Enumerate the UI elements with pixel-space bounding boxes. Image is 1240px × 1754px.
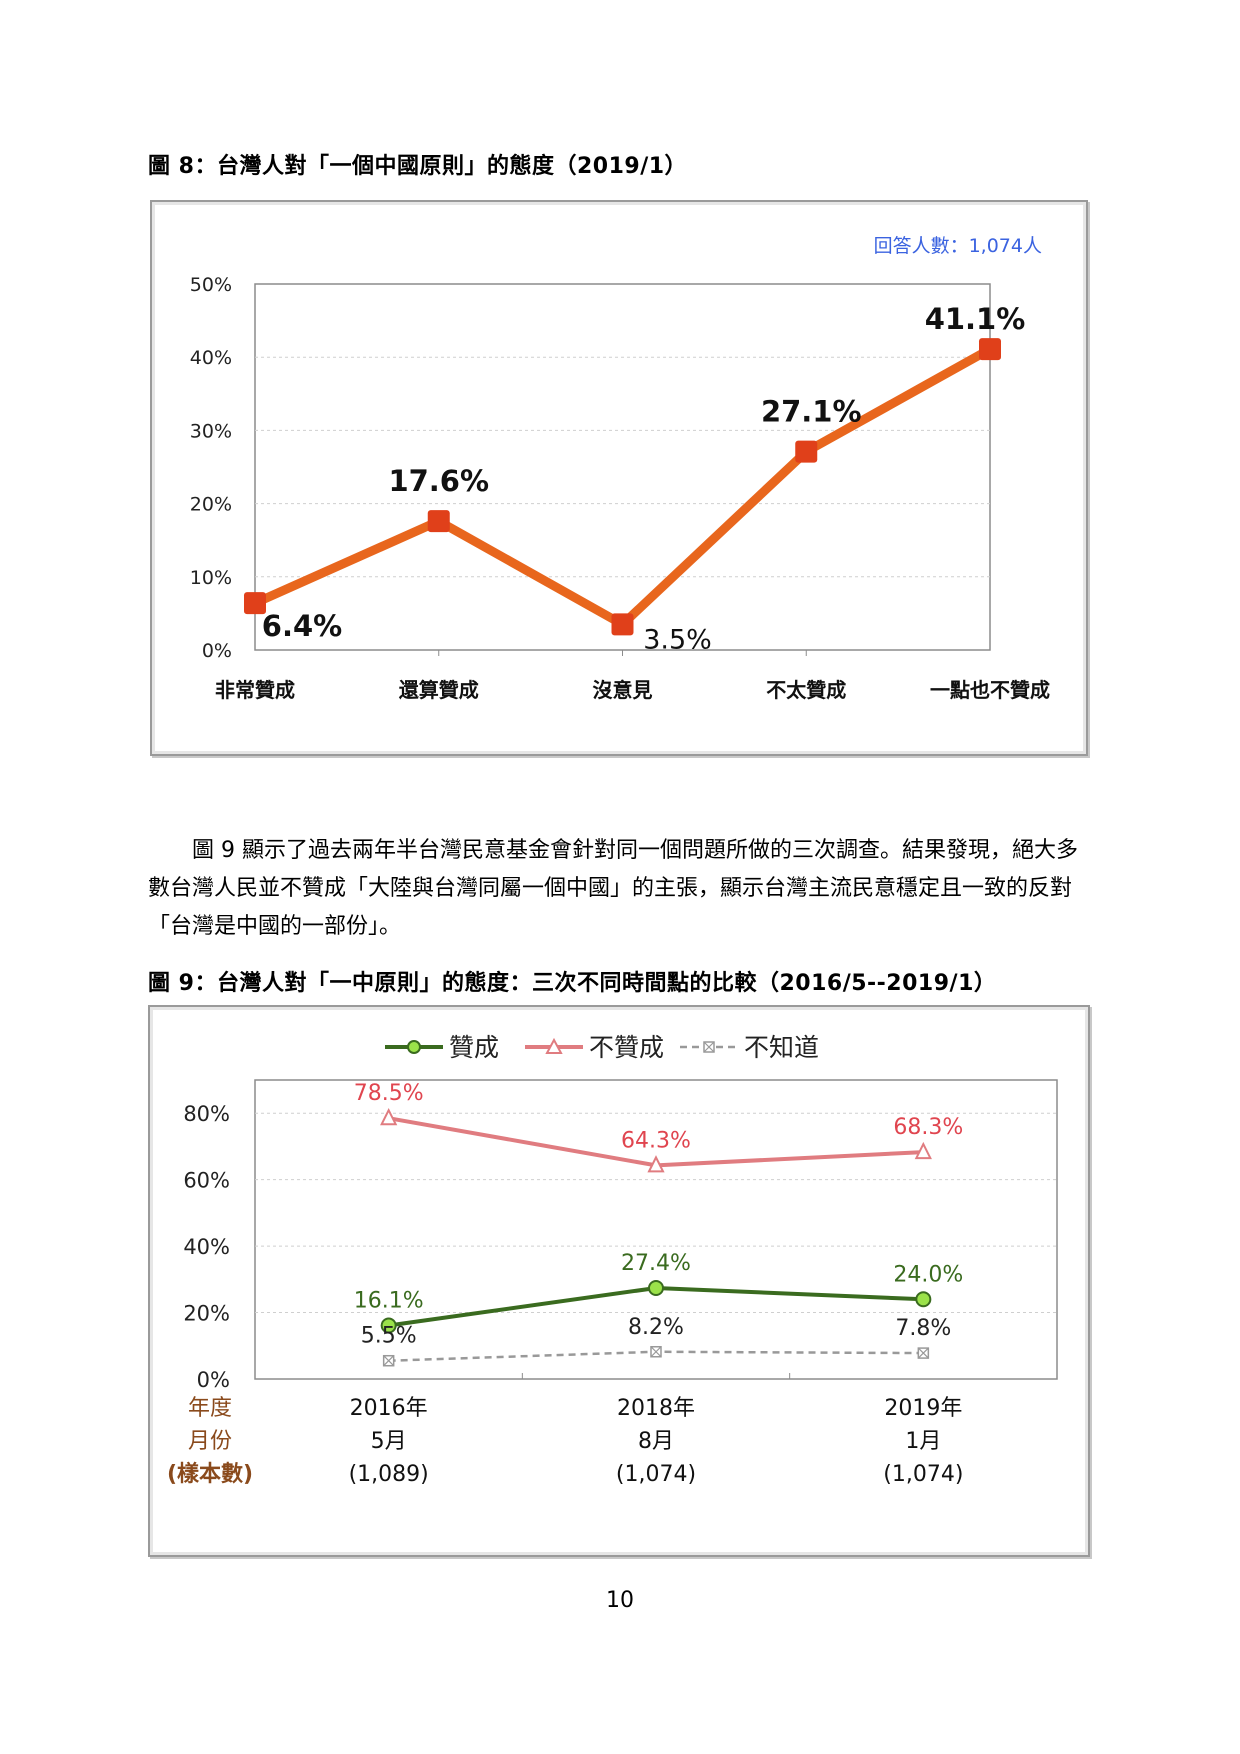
figure-9-chart: 贊成 不贊成 不知道 0% 20% 40% 60% 80% 16.1% 27.4% 24.0% 78.… (148, 1005, 1090, 1557)
body-paragraph: 圖 9 顯示了過去兩年半台灣民意基金會針對同一個問題所做的三次調查。結果發現，絕… (148, 832, 1093, 946)
data-label: 27.4% (621, 1251, 691, 1276)
legend-marker (545, 1037, 563, 1054)
legend-label: 不贊成 (589, 1033, 664, 1062)
data-point (647, 1155, 665, 1173)
x-row-label: 月份 (188, 1429, 232, 1454)
y-tick-label: 0% (197, 1368, 230, 1392)
figure-9-svg: 贊成 不贊成 不知道 0% 20% 40% 60% 80% 16.1% 27.4% 24.0% 78.… (167, 1033, 1058, 1487)
data-label: 16.1% (354, 1289, 424, 1314)
x-category-label: 不太贊成 (766, 678, 846, 702)
figure-8-caption: 圖 8：台灣人對「一個中國原則」的態度（2019/1） (148, 154, 688, 179)
data-label: 6.4% (262, 609, 342, 643)
legend-label: 不知道 (744, 1033, 819, 1062)
y-tick-label: 30% (190, 420, 232, 442)
legend-label: 贊成 (449, 1033, 499, 1062)
data-label: 5.5% (361, 1324, 417, 1349)
x-category-label: 非常贊成 (215, 678, 295, 702)
plot-area (254, 283, 991, 651)
x-category-label: (1,089) (349, 1462, 429, 1487)
data-label: 8.2% (628, 1315, 684, 1340)
x-category-label: 還算贊成 (399, 678, 479, 702)
y-tick-label: 50% (190, 274, 232, 296)
paragraph-text: 圖 9 顯示了過去兩年半台灣民意基金會針對同一個問題所做的三次調查。結果發現，絕… (148, 838, 1078, 939)
legend-marker (407, 1040, 421, 1054)
y-tick-label: 20% (183, 1302, 230, 1326)
y-tick-label: 60% (183, 1169, 230, 1193)
series-line (253, 345, 993, 629)
x-category-label: (1,074) (616, 1462, 696, 1487)
y-tick-label: 40% (190, 347, 232, 369)
data-label: 78.5% (354, 1081, 424, 1106)
data-point (648, 1279, 664, 1296)
x-category-label: 1月 (905, 1429, 941, 1454)
data-point-x (650, 1346, 662, 1358)
data-point-x (917, 1347, 929, 1359)
data-point-x (383, 1355, 395, 1367)
x-category-label: 一點也不贊成 (930, 678, 1050, 702)
figure-8-svg: 回答人數：1,074人 0% 10% 20% 30% 40% 50% 非常贊成 還算贊成 沒意見 不… (190, 235, 1050, 702)
data-point (611, 613, 634, 636)
y-tick-label: 20% (190, 494, 232, 516)
figure-9-caption: 圖 9：台灣人對「一中原則」的態度：三次不同時間點的比較（2016/5--201… (148, 971, 997, 996)
data-point (915, 1291, 932, 1308)
x-category-label: 5月 (371, 1429, 407, 1454)
y-tick-label: 0% (202, 640, 232, 662)
x-category-label: 2018年 (617, 1396, 695, 1421)
data-label: 68.3% (893, 1115, 963, 1140)
x-category-label: 2019年 (884, 1396, 962, 1421)
data-label: 27.1% (761, 395, 862, 429)
data-label: 64.3% (621, 1128, 691, 1153)
legend-marker-x (703, 1041, 715, 1053)
x-category-label: 沒意見 (593, 678, 653, 702)
data-label: 17.6% (388, 464, 489, 498)
plot-area (254, 1079, 1058, 1380)
figure-8-chart: 回答人數：1,074人 0% 10% 20% 30% 40% 50% 非常贊成 還算贊成 沒意見 不… (150, 200, 1088, 756)
data-point (979, 338, 1001, 361)
y-tick-label: 80% (183, 1102, 230, 1126)
x-category-label: (1,074) (883, 1462, 963, 1487)
y-tick-label: 10% (190, 567, 232, 589)
data-label: 41.1% (925, 302, 1026, 336)
data-point (244, 592, 266, 615)
data-label: 3.5% (643, 624, 712, 655)
response-count-note: 回答人數：1,074人 (874, 235, 1042, 257)
x-row-label: (樣本數) (167, 1461, 253, 1487)
data-point (380, 1317, 397, 1334)
page-number: 10 (606, 1588, 634, 1613)
data-point (914, 1141, 932, 1160)
x-category-label: 2016年 (350, 1396, 428, 1421)
x-row-label: 年度 (188, 1396, 232, 1421)
data-point (427, 510, 450, 533)
data-point (795, 440, 818, 463)
x-category-label: 8月 (638, 1429, 674, 1454)
data-label: 7.8% (895, 1316, 951, 1341)
data-label: 24.0% (893, 1262, 963, 1287)
y-tick-label: 40% (183, 1235, 230, 1259)
data-point (380, 1107, 398, 1126)
